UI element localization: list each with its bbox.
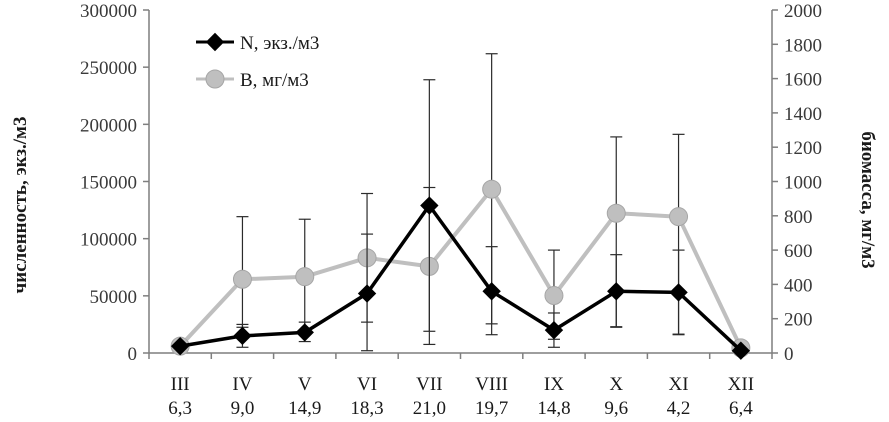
legend-label-n: N, экз./м3 <box>240 33 319 54</box>
y2-tick-label: 600 <box>784 241 813 262</box>
y2-tick-label: 1800 <box>784 35 822 56</box>
data-point <box>606 203 626 223</box>
y2-tick-label: 0 <box>784 344 794 365</box>
x-tick-label-temperature: 6,4 <box>729 398 753 419</box>
x-tick-label-temperature: 6,3 <box>168 398 192 419</box>
x-tick-label-temperature: 18,3 <box>350 398 383 419</box>
y2-axis-title: биомасса, мг/м3 <box>857 131 878 268</box>
x-tick-label-month: V <box>298 374 312 395</box>
x-tick-label-month: III <box>171 374 190 395</box>
data-point <box>232 269 252 289</box>
data-point <box>482 282 501 301</box>
y-tick-label: 0 <box>128 344 138 365</box>
x-tick-label-temperature: 19,7 <box>475 398 508 419</box>
y-tick-label: 200000 <box>80 115 137 136</box>
series-line <box>178 187 743 349</box>
legend-marker-n <box>205 32 225 52</box>
y2-tick-label: 200 <box>784 310 813 331</box>
y-tick-label: 300000 <box>80 1 137 22</box>
left-axis-ticks: 0 50000 100000 150000 200000 250000 300000 <box>80 1 149 365</box>
y-tick-label: 50000 <box>90 287 138 308</box>
data-point <box>544 286 564 306</box>
x-tick-label-temperature: 4,2 <box>667 398 691 419</box>
x-tick-label-month: VIII <box>475 374 508 395</box>
data-point <box>731 341 751 360</box>
y-tick-label: 250000 <box>80 58 137 79</box>
x-axis-ticks: III 6,3 IV 9,0 V 14,9 VI 18,3 VII 21,0 VIII 19,7 IX 1… <box>148 353 773 419</box>
y2-tick-label: 1600 <box>784 70 822 91</box>
x-tick-label-temperature: 9,6 <box>604 398 628 419</box>
x-tick-label-temperature: 9,0 <box>231 398 255 419</box>
y2-tick-label: 400 <box>784 275 813 296</box>
x-tick-label-month: X <box>609 374 623 395</box>
data-point <box>482 179 502 199</box>
data-point <box>295 323 314 342</box>
data-point <box>669 207 689 227</box>
y2-tick-label: 2000 <box>784 1 822 22</box>
x-tick-label-month: IV <box>232 374 252 395</box>
legend-marker-b <box>205 69 225 89</box>
y2-tick-label: 1400 <box>784 104 822 125</box>
x-tick-label-temperature: 14,9 <box>288 398 321 419</box>
y2-tick-label: 1200 <box>784 138 822 159</box>
series-line <box>179 203 743 352</box>
y2-tick-label: 800 <box>784 207 813 228</box>
data-point <box>357 284 377 303</box>
y-tick-label: 150000 <box>80 173 137 194</box>
series-abundance <box>170 79 751 360</box>
data-point <box>669 283 688 302</box>
legend: N, экз./м3 В, мг/м3 <box>196 32 319 91</box>
y-axis-title: численность, экз./м3 <box>10 117 31 294</box>
x-tick-label-month: VI <box>357 374 377 395</box>
data-point <box>233 326 252 346</box>
x-tick-label-temperature: 14,8 <box>537 398 570 419</box>
x-tick-label-temperature: 21,0 <box>413 398 446 419</box>
series-biomass <box>170 53 751 358</box>
x-tick-label-month: VII <box>416 374 442 395</box>
data-point <box>295 267 315 287</box>
data-point <box>607 282 626 301</box>
data-point <box>544 320 564 340</box>
data-point <box>420 196 439 215</box>
legend-label-b: В, мг/м3 <box>240 70 309 91</box>
y2-tick-label: 1000 <box>784 173 822 194</box>
x-tick-label-month: IX <box>544 374 564 395</box>
y-tick-label: 100000 <box>80 230 137 251</box>
right-axis-ticks: 0 200 400 600 800 1000 1200 1400 1600 1800 2000 <box>772 1 822 365</box>
data-point <box>170 336 190 356</box>
x-tick-label-month: XI <box>669 374 689 395</box>
x-tick-label-month: XII <box>728 374 754 395</box>
